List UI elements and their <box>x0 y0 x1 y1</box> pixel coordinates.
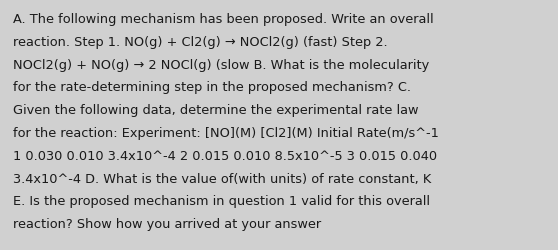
Text: E. Is the proposed mechanism in question 1 valid for this overall: E. Is the proposed mechanism in question… <box>13 194 430 207</box>
Text: NOCl2(g) + NO(g) → 2 NOCl(g) (slow B. What is the molecularity: NOCl2(g) + NO(g) → 2 NOCl(g) (slow B. Wh… <box>13 58 429 71</box>
Text: Given the following data, determine the experimental rate law: Given the following data, determine the … <box>13 104 418 117</box>
Text: for the rate-determining step in the proposed mechanism? C.: for the rate-determining step in the pro… <box>13 81 411 94</box>
Text: for the reaction: Experiment: [NO](M) [Cl2](M) Initial Rate(m/s^-1: for the reaction: Experiment: [NO](M) [C… <box>13 126 439 140</box>
Text: A. The following mechanism has been proposed. Write an overall: A. The following mechanism has been prop… <box>13 13 434 26</box>
Text: reaction? Show how you arrived at your answer: reaction? Show how you arrived at your a… <box>13 217 321 230</box>
Text: 1 0.030 0.010 3.4x10^-4 2 0.015 0.010 8.5x10^-5 3 0.015 0.040: 1 0.030 0.010 3.4x10^-4 2 0.015 0.010 8.… <box>13 149 437 162</box>
Text: reaction. Step 1. NO(g) + Cl2(g) → NOCl2(g) (fast) Step 2.: reaction. Step 1. NO(g) + Cl2(g) → NOCl2… <box>13 36 388 48</box>
Text: 3.4x10^-4 D. What is the value of(with units) of rate constant, K: 3.4x10^-4 D. What is the value of(with u… <box>13 172 431 185</box>
